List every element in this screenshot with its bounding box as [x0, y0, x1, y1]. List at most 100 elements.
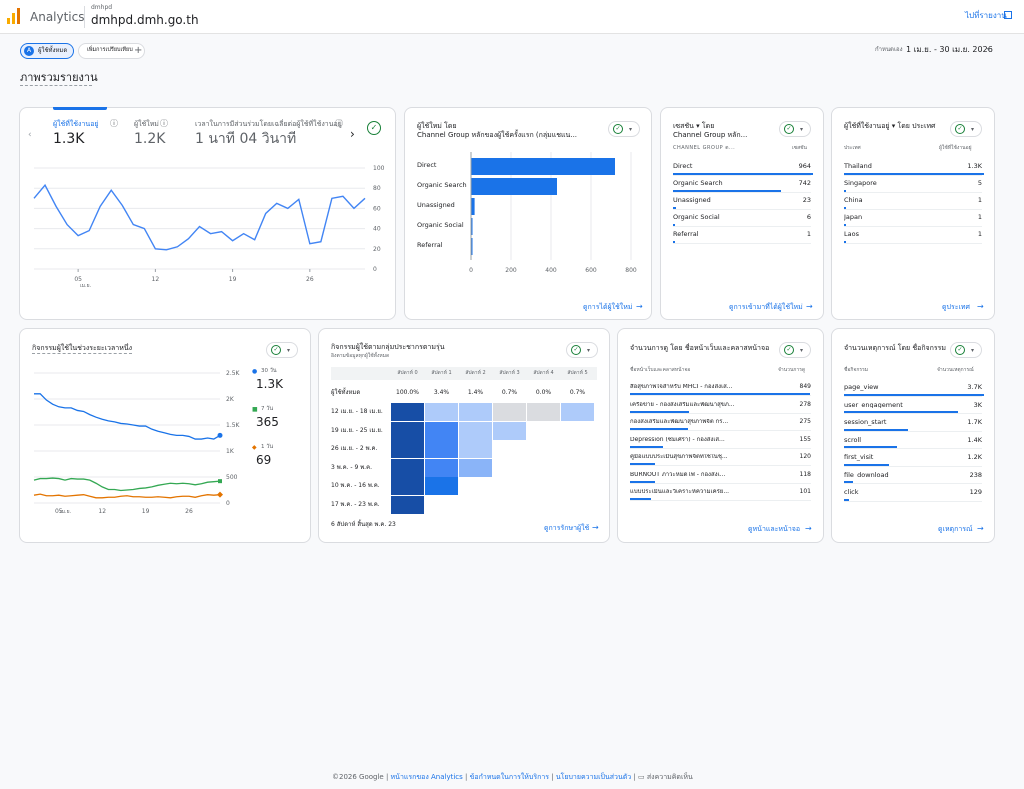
table-row-value: 1.3K	[967, 162, 982, 170]
x-tick-label: 800	[625, 267, 637, 274]
analytics-logo-icon	[7, 8, 20, 24]
card-title[interactable]: ผู้ใช้ที่ใช้งานอยู่ ▾ โดย ประเทศ	[844, 122, 936, 130]
compare-toggle[interactable]: ✓ ▾	[779, 121, 811, 137]
column-header-page: ชื่อหน้าเว็บและคลาสหน้าจอ	[630, 367, 691, 373]
cohort-cell	[391, 458, 424, 477]
tab-engagement-label[interactable]: เวลาในการมีส่วนร่วมโดยเฉลี่ยต่อผู้ใช้ที่…	[195, 120, 342, 128]
help-icon[interactable]: ⓘ	[335, 119, 343, 128]
arrow-right-icon[interactable]: →	[805, 524, 812, 533]
tab-active-users-label[interactable]: ผู้ใช้ที่ใช้งานอยู่	[53, 120, 99, 128]
x-month-label: เม.ย.	[80, 283, 92, 289]
help-icon[interactable]: ⓘ	[160, 119, 168, 128]
compare-toggle[interactable]: ✓ ▾	[950, 121, 982, 137]
view-retention-link[interactable]: ดูการรักษาผู้ใช้	[544, 524, 590, 532]
segment-chip[interactable]: A ผู้ใช้ทั้งหมด	[20, 43, 74, 59]
feedback-link[interactable]: ส่งความคิดเห็น	[646, 773, 693, 781]
cohort-cell	[493, 403, 526, 421]
y-tick-label: 0	[373, 266, 377, 273]
feedback-icon[interactable]: ▭	[638, 773, 645, 781]
table-row-label: กองส่งเสริมและพัฒนาสุขภาพจิต กร...	[630, 419, 729, 425]
view-pages-link[interactable]: ดูหน้าและหน้าจอ	[748, 525, 801, 533]
terms-link[interactable]: ข้อกำหนดในการให้บริการ	[469, 773, 550, 781]
row-bar	[630, 498, 652, 500]
arrow-right-icon[interactable]: →	[806, 302, 813, 311]
arrow-right-icon[interactable]: →	[592, 523, 599, 532]
card-title-dimension[interactable]: Channel Group หลักของผู้ใช้ครั้งแรก (กลุ…	[417, 131, 578, 139]
dropdown-icon: ▾	[800, 347, 804, 354]
compare-toggle[interactable]: ✓ ▾	[266, 342, 298, 358]
card-subtitle: อิงตามข้อมูลทุกผู้ใช้ทั้งหมด	[331, 353, 390, 359]
card-title-line1[interactable]: เซสชัน ▾ โดย	[673, 122, 715, 130]
all-users-value: 100.0%	[396, 389, 419, 396]
date-range-picker[interactable]: 1 เม.ย. - 30 เม.ย. 2026	[906, 45, 993, 54]
table-row-value: 129	[969, 488, 982, 496]
cohort-cell	[493, 421, 526, 440]
y-tick-label: 2.5K	[226, 370, 241, 377]
table-row-value: 742	[798, 179, 811, 187]
compare-toggle[interactable]: ✓ ▾	[566, 342, 598, 358]
check-icon: ✓	[955, 345, 965, 355]
cohort-cell	[425, 421, 458, 440]
card-title[interactable]: จำนวนเหตุการณ์ โดย ชื่อกิจกรรม	[844, 344, 947, 352]
y-tick-label: 1.5K	[226, 422, 241, 429]
row-bar	[630, 463, 656, 465]
cohort-cell	[561, 403, 594, 421]
help-icon[interactable]: ⓘ	[110, 119, 118, 128]
tab-active-users-value: 1.3K	[53, 131, 85, 147]
card-title[interactable]: จำนวนการดู โดย ชื่อหน้าเว็บและคลาสหน้าจอ	[630, 344, 770, 352]
category-label: Organic Search	[417, 181, 467, 189]
y-tick-label: 60	[373, 205, 381, 212]
cohort-row-label: 3 พ.ค. - 9 พ.ค.	[331, 463, 372, 471]
category-label: Organic Social	[417, 221, 464, 229]
table-row-value: 3K	[973, 400, 982, 409]
table-row-value: 1	[977, 196, 982, 204]
privacy-link[interactable]: นโยบายความเป็นส่วนตัว	[555, 773, 632, 781]
row-bar	[844, 393, 984, 396]
check-icon[interactable]: ✓	[367, 121, 381, 135]
row-divider	[673, 225, 811, 227]
external-link-icon[interactable]	[1004, 11, 1012, 19]
table-row-label: Laos	[844, 231, 859, 238]
table-row-value: 5	[977, 179, 982, 187]
user-activity-line-chart: 2.5K 2K 1.5K 1K 500 0 05 12 19 26	[33, 370, 241, 515]
sessions-channel-card: เซสชัน ▾ โดย Channel Group หลัก... ✓ ▾ CH…	[660, 107, 824, 320]
go-to-reports-link[interactable]: ไปที่รายงาน	[965, 11, 1007, 20]
prev-arrow-icon[interactable]: ‹	[28, 130, 32, 140]
arrow-right-icon[interactable]: →	[636, 302, 643, 311]
row-bar	[844, 240, 846, 243]
table-row-label: Depression (ซึมเศร้า) - กองส่งเส...	[630, 436, 725, 443]
view-acquisition-link[interactable]: ดูการได้ผู้ใช้ใหม่	[583, 303, 633, 311]
x-tick-label: 200	[505, 267, 517, 274]
view-traffic-link[interactable]: ดูการเข้ามาที่ได้ผู้ใช้ใหม่	[729, 303, 803, 311]
compare-toggle[interactable]: ✓ ▾	[608, 121, 640, 137]
view-events-link[interactable]: ดูเหตุการณ์	[938, 525, 973, 533]
row-divider	[630, 412, 811, 414]
table-row-value: 3.7K	[967, 383, 982, 391]
arrow-right-icon[interactable]: →	[977, 302, 984, 311]
table-row-label: Unassigned	[673, 197, 711, 204]
compare-toggle[interactable]: ✓ ▾	[950, 342, 982, 358]
row-bar	[844, 481, 853, 483]
table-row-value: 1.7K	[967, 418, 982, 426]
all-users-label: ผู้ใช้ทั้งหมด	[331, 389, 361, 396]
compare-toggle[interactable]: ✓ ▾	[779, 342, 811, 358]
tab-new-users-label[interactable]: ผู้ใช้ใหม่	[134, 120, 159, 128]
column-header-sessions: เซสชัน	[792, 145, 807, 151]
row-divider	[844, 191, 982, 193]
table-row-label: BURNOUT ภาวะหมดไฟ - กองส่งเ...	[630, 471, 726, 478]
card-title-dimension[interactable]: Channel Group หลัก...	[673, 131, 748, 139]
row-divider	[844, 174, 982, 176]
analytics-home-link[interactable]: หน้าแรกของ Analytics	[390, 773, 463, 781]
row-bar	[844, 498, 849, 501]
next-arrow-icon[interactable]: ›	[350, 127, 355, 141]
arrow-right-icon[interactable]: →	[977, 524, 984, 533]
row-divider	[673, 174, 811, 176]
view-countries-link[interactable]: ดูประเทศ	[942, 303, 970, 311]
date-dropdown-icon[interactable]: ▾	[987, 46, 991, 53]
table-row-value: 1.2K	[967, 453, 982, 461]
plus-icon: +	[134, 45, 143, 56]
add-comparison-button[interactable]: เพิ่มการเปรียบเทียบ +	[78, 43, 145, 59]
account-name[interactable]: dmhpd	[91, 4, 113, 11]
table-row-value: 964	[798, 162, 811, 170]
property-name[interactable]: dmhpd.dmh.go.th	[91, 13, 199, 27]
